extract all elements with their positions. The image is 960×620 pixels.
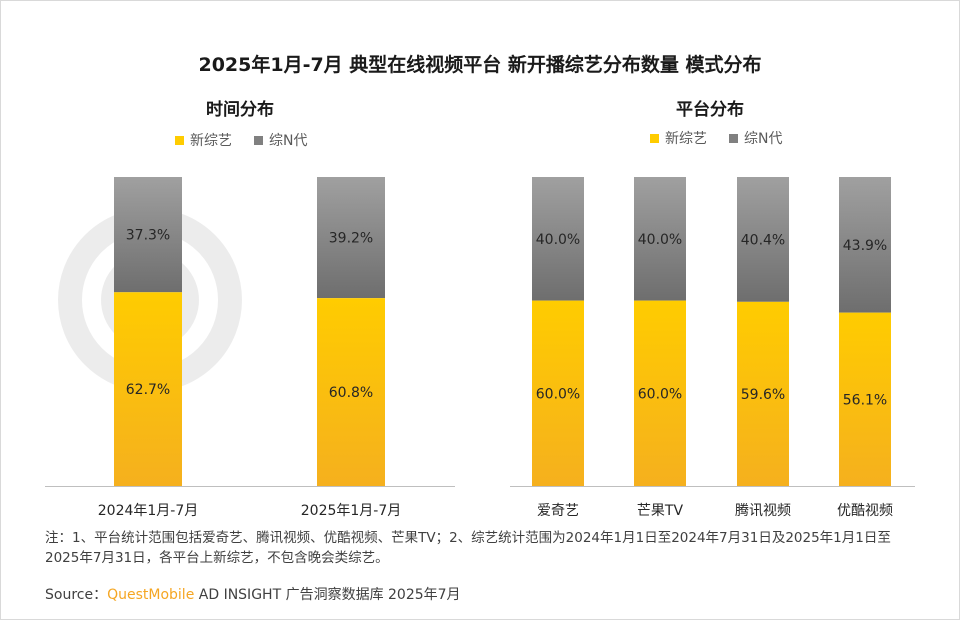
data-label-new: 62.7% — [126, 382, 170, 398]
data-label-n-gen: 40.4% — [741, 232, 785, 248]
x-tick-label: 2025年1月-7月 — [301, 503, 402, 519]
legend-swatch-new — [175, 135, 184, 145]
footnote: 注：1、平台统计范围包括爱奇艺、腾讯视频、优酷视频、芒果TV；2、综艺统计范围为… — [45, 530, 891, 566]
legend-label-new: 新综艺 — [665, 131, 707, 147]
source-line: Source：QuestMobile AD INSIGHT 广告洞察数据库 20… — [45, 584, 461, 604]
left-plot: 37.3% 62.7% 2024年1月-7月 39.2% 60.8% 2025年1月-7月 — [45, 177, 455, 519]
x-tick-label: 芒果TV — [637, 503, 684, 519]
legend-item-new: 新综艺 — [650, 128, 707, 148]
legend-item-n-gen: 综N代 — [729, 128, 782, 148]
source-brand: QuestMobile — [107, 587, 195, 603]
data-label-new: 59.6% — [741, 387, 785, 403]
x-tick-label: 腾讯视频 — [735, 502, 791, 519]
data-label-new: 60.0% — [536, 386, 580, 402]
x-tick-label: 2024年1月-7月 — [98, 503, 199, 519]
left-chart-title: 时间分布 — [206, 100, 274, 120]
bar-n-gen — [839, 177, 891, 313]
chart-title: 2025年1月-7月 典型在线视频平台 新开播综艺分布数量 模式分布 — [198, 54, 762, 76]
legend-label-n-gen: 综N代 — [744, 131, 783, 147]
right-plot: 40.0% 60.0% 爱奇艺 40.0% 60.0% 芒果TV 40.4% 59.6% 腾讯视… — [510, 177, 915, 519]
data-label-new: 60.8% — [329, 385, 373, 401]
x-tick-label: 爱奇艺 — [537, 502, 579, 519]
bar-new — [634, 300, 686, 486]
bar-new — [737, 301, 789, 486]
data-label-n-gen: 40.0% — [536, 232, 580, 248]
bar-new — [317, 298, 385, 486]
data-label-new: 56.1% — [843, 392, 887, 408]
right-chart-title: 平台分布 — [676, 100, 744, 120]
bar-new — [114, 292, 182, 486]
bar-new — [839, 312, 891, 486]
bar-n-gen — [634, 177, 686, 301]
legend-swatch-n-gen — [729, 133, 738, 143]
x-tick-label: 优酷视频 — [837, 503, 893, 519]
bar-n-gen — [317, 177, 385, 299]
legend-swatch-n-gen — [254, 135, 263, 145]
data-label-n-gen: 39.2% — [329, 231, 373, 247]
source-prefix: Source： — [45, 587, 108, 603]
legend-swatch-new — [650, 133, 659, 143]
bar-new — [532, 300, 584, 486]
source-rest: AD INSIGHT 广告洞察数据库 2025年7月 — [194, 587, 461, 603]
data-label-n-gen: 40.0% — [638, 232, 682, 248]
data-label-n-gen: 43.9% — [843, 238, 887, 254]
legend-item-new: 新综艺 — [175, 130, 232, 150]
data-label-new: 60.0% — [638, 386, 682, 402]
right-legend: 新综艺 综N代 — [650, 128, 804, 148]
bar-n-gen — [114, 177, 182, 293]
legend-label-n-gen: 综N代 — [269, 133, 308, 149]
data-label-n-gen: 37.3% — [126, 228, 170, 244]
legend-label-new: 新综艺 — [190, 133, 232, 149]
bar-n-gen — [737, 177, 789, 302]
left-legend: 新综艺 综N代 — [175, 130, 329, 150]
legend-item-n-gen: 综N代 — [254, 130, 307, 150]
bar-n-gen — [532, 177, 584, 301]
